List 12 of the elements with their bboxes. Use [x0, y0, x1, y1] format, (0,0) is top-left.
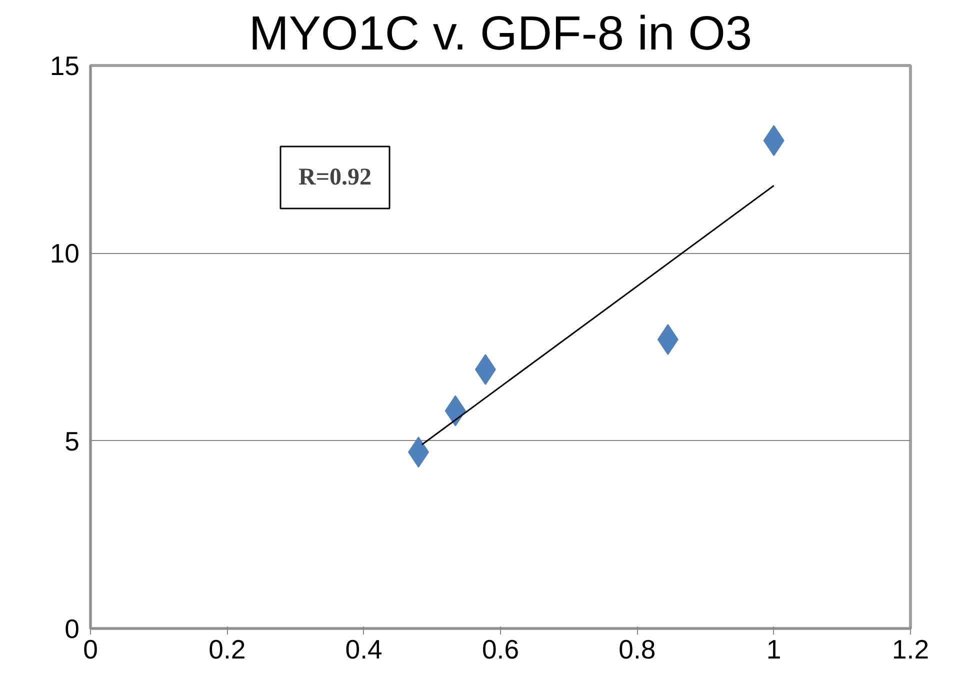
x-tick-label: 0.4 [345, 634, 383, 664]
x-tick-label: 1 [766, 634, 782, 664]
x-tick-label: 1.2 [892, 634, 930, 664]
annotation: R=0.92 [298, 164, 372, 190]
y-tick-label: 0 [64, 614, 80, 644]
x-tick-label: 0.8 [618, 634, 656, 664]
y-tick-label: 5 [64, 426, 80, 456]
x-tick-label: 0.2 [208, 634, 246, 664]
y-tick-label: 10 [50, 238, 80, 269]
chart-title: MYO1C v. GDF-8 in O3 [248, 8, 752, 60]
x-tick-label: 0.6 [482, 634, 520, 664]
y-tick-label: 15 [50, 51, 80, 81]
